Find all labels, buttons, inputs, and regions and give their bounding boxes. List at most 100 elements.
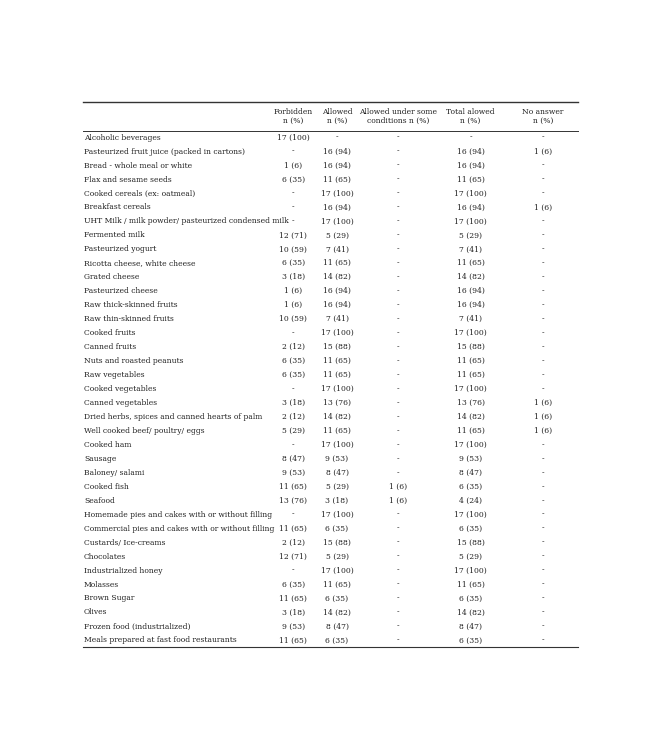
Text: -: - <box>397 539 399 547</box>
Text: 1 (6): 1 (6) <box>284 301 302 309</box>
Text: Cooked vegetables: Cooked vegetables <box>84 385 157 393</box>
Text: 17 (100): 17 (100) <box>321 441 353 449</box>
Text: 6 (35): 6 (35) <box>326 637 349 645</box>
Text: -: - <box>542 525 544 533</box>
Text: 11 (65): 11 (65) <box>457 371 484 379</box>
Text: -: - <box>542 581 544 589</box>
Text: -: - <box>397 609 399 617</box>
Text: -: - <box>292 329 294 337</box>
Text: 5 (29): 5 (29) <box>459 553 482 561</box>
Text: 16 (94): 16 (94) <box>457 148 484 156</box>
Text: Homemade pies and cakes with or without filling: Homemade pies and cakes with or without … <box>84 511 272 519</box>
Text: -: - <box>397 273 399 282</box>
Text: 11 (65): 11 (65) <box>457 259 484 268</box>
Text: -: - <box>397 623 399 631</box>
Text: -: - <box>397 567 399 575</box>
Text: Chocolates: Chocolates <box>84 553 126 561</box>
Text: 8 (47): 8 (47) <box>326 469 348 477</box>
Text: 11 (65): 11 (65) <box>323 427 351 435</box>
Text: Olives: Olives <box>84 609 108 617</box>
Text: 14 (82): 14 (82) <box>457 273 484 282</box>
Text: -: - <box>397 427 399 435</box>
Text: -: - <box>542 287 544 295</box>
Text: 11 (65): 11 (65) <box>279 637 307 645</box>
Text: -: - <box>397 399 399 407</box>
Text: 11 (65): 11 (65) <box>323 371 351 379</box>
Text: 13 (76): 13 (76) <box>457 399 484 407</box>
Text: 5 (29): 5 (29) <box>326 553 348 561</box>
Text: -: - <box>542 357 544 365</box>
Text: 12 (71): 12 (71) <box>279 553 307 561</box>
Text: 5 (29): 5 (29) <box>326 483 348 491</box>
Text: -: - <box>336 134 339 142</box>
Text: 7 (41): 7 (41) <box>459 245 482 254</box>
Text: -: - <box>542 245 544 254</box>
Text: -: - <box>542 176 544 184</box>
Text: 17 (100): 17 (100) <box>454 329 487 337</box>
Text: 17 (100): 17 (100) <box>321 218 353 226</box>
Text: 14 (82): 14 (82) <box>457 609 484 617</box>
Text: Allowed
n (%): Allowed n (%) <box>322 108 352 125</box>
Text: -: - <box>397 343 399 351</box>
Text: -: - <box>397 413 399 421</box>
Text: Fermented milk: Fermented milk <box>84 232 144 240</box>
Text: -: - <box>542 385 544 393</box>
Text: -: - <box>542 134 544 142</box>
Text: 8 (47): 8 (47) <box>282 455 304 463</box>
Text: -: - <box>542 371 544 379</box>
Text: 5 (29): 5 (29) <box>326 232 348 240</box>
Text: 2 (12): 2 (12) <box>282 539 304 547</box>
Text: 15 (88): 15 (88) <box>457 539 484 547</box>
Text: No answer
n (%): No answer n (%) <box>522 108 564 125</box>
Text: -: - <box>397 259 399 268</box>
Text: -: - <box>292 148 294 156</box>
Text: 17 (100): 17 (100) <box>454 190 487 198</box>
Text: -: - <box>542 232 544 240</box>
Text: -: - <box>397 581 399 589</box>
Text: 16 (94): 16 (94) <box>323 287 351 295</box>
Text: Well cooked beef/ poultry/ eggs: Well cooked beef/ poultry/ eggs <box>84 427 204 435</box>
Text: 17 (100): 17 (100) <box>321 329 353 337</box>
Text: 16 (94): 16 (94) <box>323 162 351 170</box>
Text: 13 (76): 13 (76) <box>323 399 351 407</box>
Text: Allowed under some
conditions n (%): Allowed under some conditions n (%) <box>359 108 437 125</box>
Text: -: - <box>542 609 544 617</box>
Text: -: - <box>397 245 399 254</box>
Text: Raw thick-skinned fruits: Raw thick-skinned fruits <box>84 301 178 309</box>
Text: -: - <box>397 553 399 561</box>
Text: Cooked fish: Cooked fish <box>84 483 129 491</box>
Text: 15 (88): 15 (88) <box>457 343 484 351</box>
Text: -: - <box>292 385 294 393</box>
Text: Dried herbs, spices and canned hearts of palm: Dried herbs, spices and canned hearts of… <box>84 413 263 421</box>
Text: 17 (100): 17 (100) <box>321 511 353 519</box>
Text: -: - <box>542 595 544 603</box>
Text: 3 (18): 3 (18) <box>281 609 304 617</box>
Text: -: - <box>397 371 399 379</box>
Text: 3 (18): 3 (18) <box>326 497 349 505</box>
Text: Canned vegetables: Canned vegetables <box>84 399 157 407</box>
Text: -: - <box>542 329 544 337</box>
Text: 7 (41): 7 (41) <box>459 315 482 323</box>
Text: Pasteurized yogurt: Pasteurized yogurt <box>84 245 157 254</box>
Text: 1 (6): 1 (6) <box>534 148 552 156</box>
Text: -: - <box>542 218 544 226</box>
Text: 2 (12): 2 (12) <box>282 413 304 421</box>
Text: -: - <box>397 315 399 323</box>
Text: 17 (100): 17 (100) <box>321 385 353 393</box>
Text: Bread - whole meal or white: Bread - whole meal or white <box>84 162 192 170</box>
Text: Pasteurized fruit juice (packed in cartons): Pasteurized fruit juice (packed in carto… <box>84 148 245 156</box>
Text: 6 (35): 6 (35) <box>459 595 482 603</box>
Text: -: - <box>397 595 399 603</box>
Text: -: - <box>397 148 399 156</box>
Text: -: - <box>542 190 544 198</box>
Text: -: - <box>292 511 294 519</box>
Text: 9 (53): 9 (53) <box>281 469 304 477</box>
Text: Industrialized honey: Industrialized honey <box>84 567 163 575</box>
Text: -: - <box>542 539 544 547</box>
Text: -: - <box>542 273 544 282</box>
Text: -: - <box>542 343 544 351</box>
Text: Brown Sugar: Brown Sugar <box>84 595 135 603</box>
Text: 11 (65): 11 (65) <box>279 483 307 491</box>
Text: -: - <box>397 204 399 212</box>
Text: 17 (100): 17 (100) <box>321 190 353 198</box>
